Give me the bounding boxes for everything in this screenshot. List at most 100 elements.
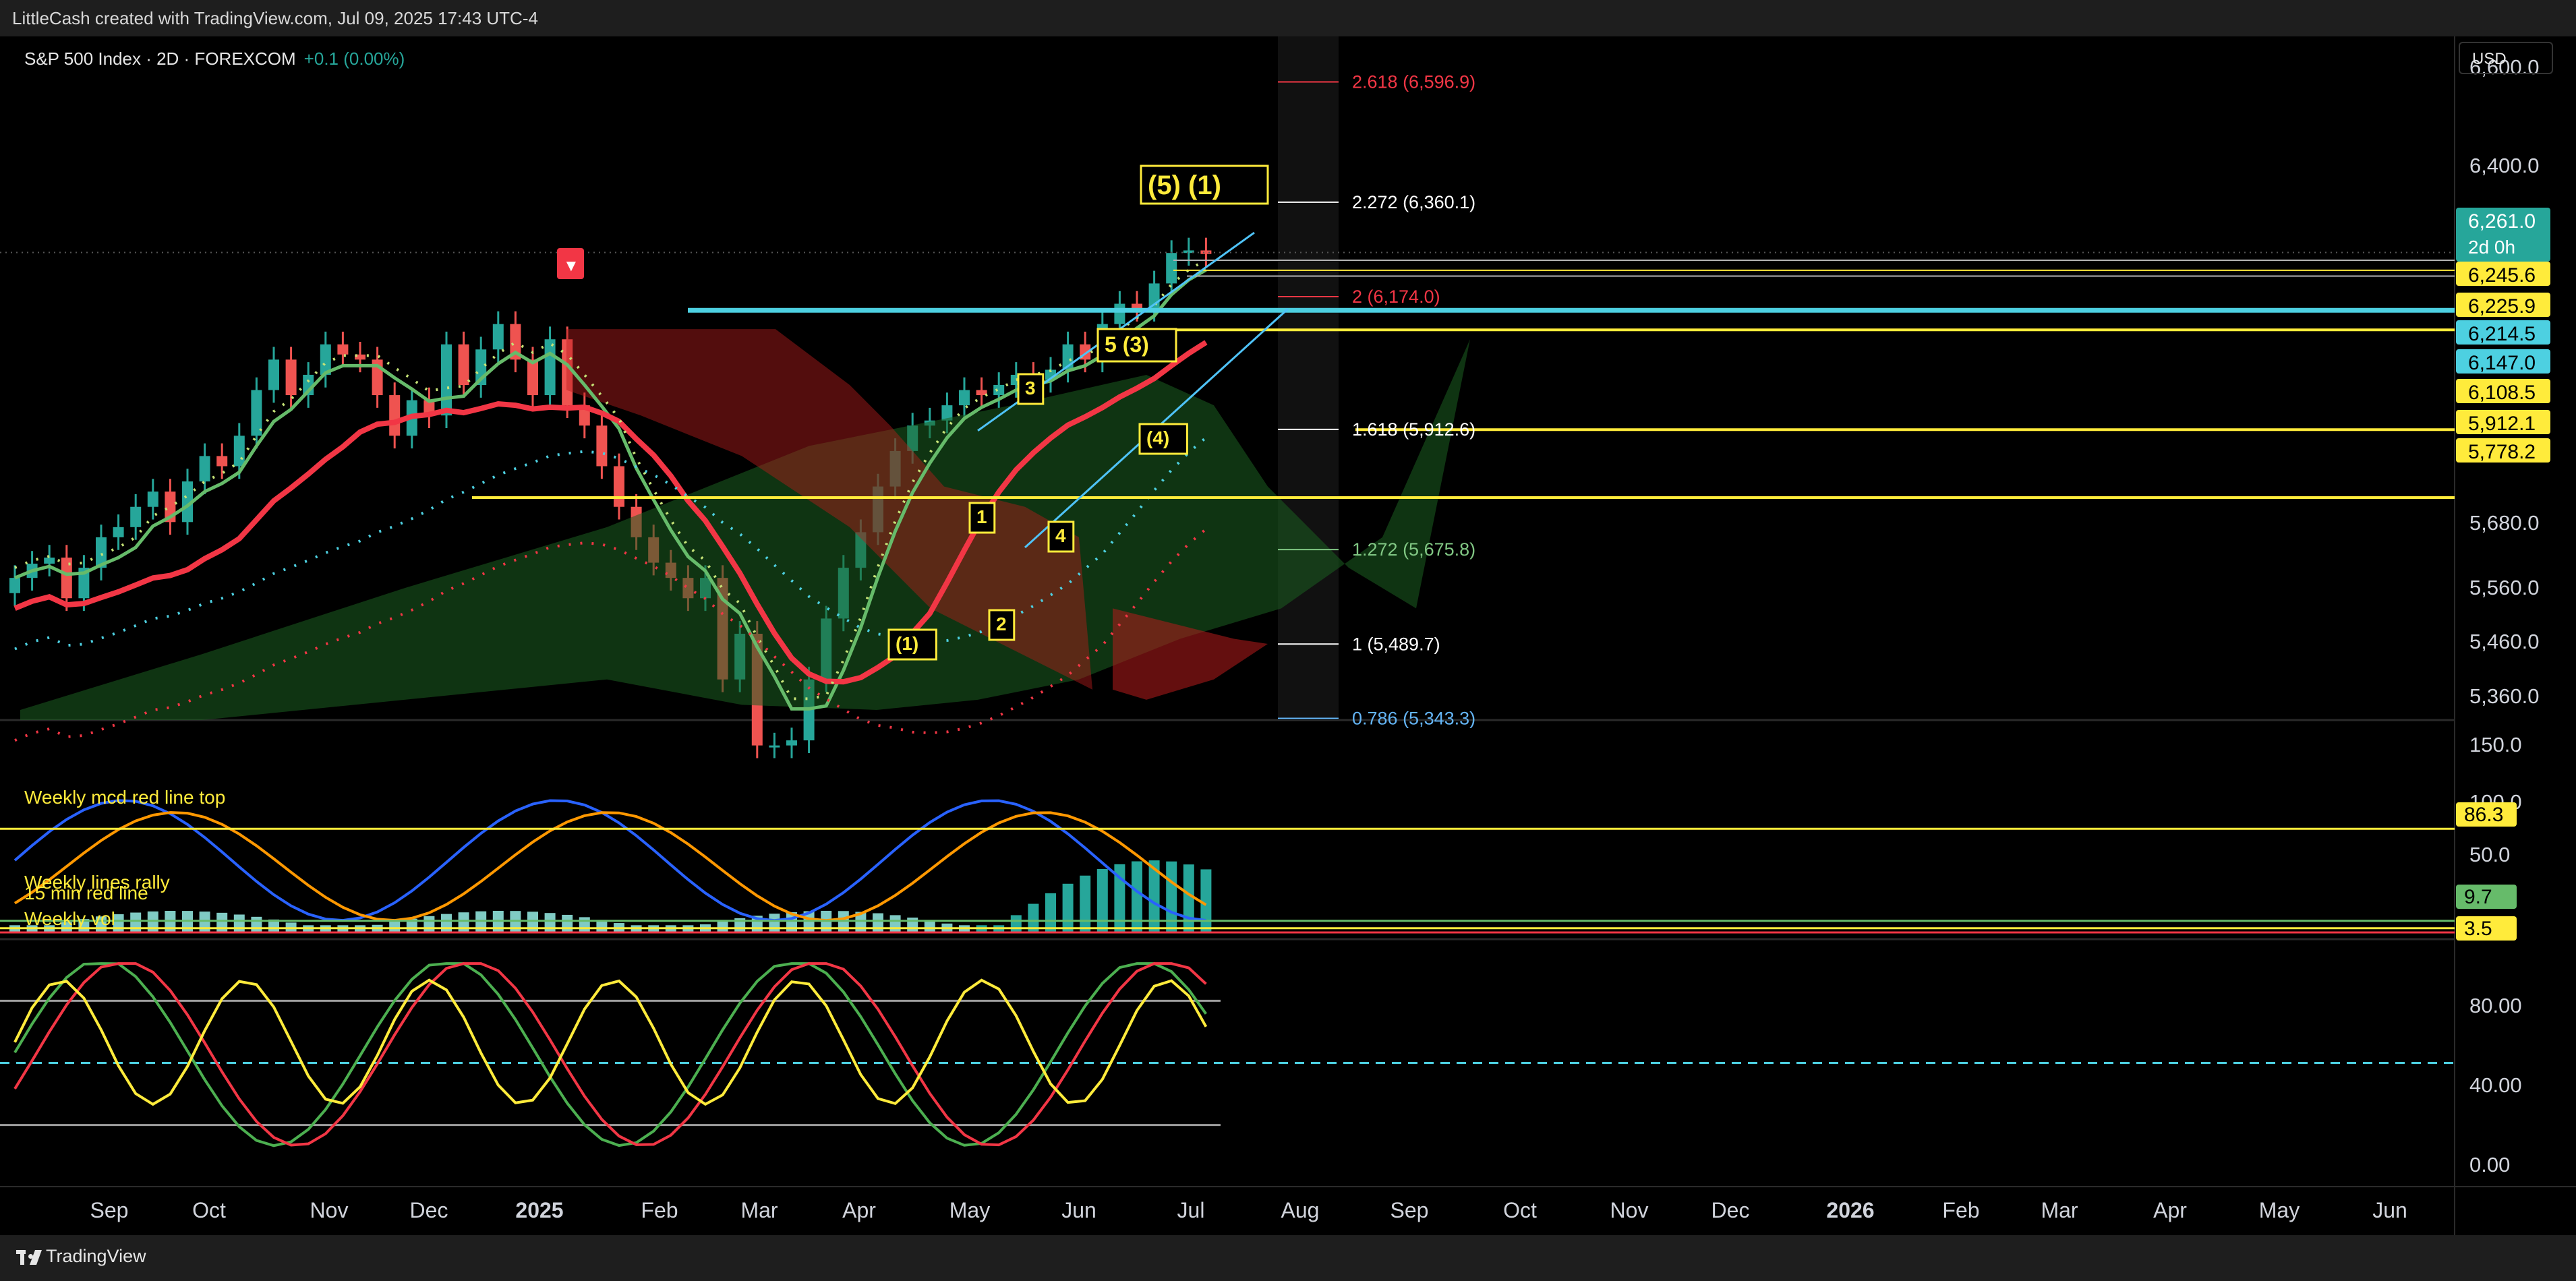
candle-body	[1132, 303, 1142, 309]
cloud-red	[1113, 608, 1268, 700]
macd-line	[13, 799, 1206, 922]
time-axis-label: Feb	[641, 1198, 678, 1222]
macd-bar	[527, 912, 538, 932]
price-tag	[2456, 410, 2550, 434]
candle-body	[596, 425, 608, 467]
wave-label: 2	[996, 614, 1007, 634]
sell-signal-marker	[557, 248, 584, 279]
time-axis-label: 2025	[515, 1198, 563, 1222]
candle-body	[96, 537, 107, 568]
candle-body	[941, 405, 953, 421]
macd-line-label: Weekly lines rally	[24, 872, 170, 893]
signal-line	[13, 811, 1207, 922]
macd-bar	[544, 913, 556, 932]
fib-levels: 2.618 (6,596.9) 2.272 (6,360.1) 2 (6,174.0…	[1278, 72, 1475, 729]
candle-body	[251, 390, 262, 436]
time-axis-label: Aug	[1281, 1198, 1320, 1222]
time-axis-label: May	[949, 1198, 990, 1222]
price-tick-label: 6,400.0	[2469, 154, 2539, 177]
macd-tag-label: 9.7	[2464, 886, 2492, 908]
macd-bar	[1200, 869, 1212, 932]
symbol-name: S&P 500 Index · 2D · FOREXCOM	[24, 49, 296, 69]
time-axis-label: Jul	[1177, 1198, 1205, 1222]
wave-label: 3	[1025, 378, 1036, 398]
time-axis-label: Sep	[90, 1198, 129, 1222]
candle-body	[614, 466, 624, 507]
price-tag	[2456, 379, 2550, 403]
candle-body	[78, 568, 90, 599]
price-tag-label: 6,214.5	[2468, 323, 2536, 345]
candle-body	[993, 385, 1005, 396]
macd-bar	[423, 916, 435, 932]
candle-body	[1200, 250, 1212, 254]
macd-line-label: 15 min red line	[24, 883, 148, 903]
candle-body	[441, 344, 452, 416]
time-axis-label: Apr	[842, 1198, 876, 1222]
bottom-bar	[0, 1235, 2576, 1281]
macd-bar	[717, 921, 728, 932]
candle-body	[113, 527, 124, 537]
time-axis-label: Oct	[192, 1198, 226, 1222]
candle-body	[1166, 253, 1177, 284]
wave-label: 5 (3)	[1105, 332, 1149, 357]
fib-level-label: 2.272 (6,360.1)	[1352, 192, 1475, 212]
price-tag-label: 6,147.0	[2468, 352, 2536, 374]
time-axis-label: Dec	[410, 1198, 448, 1222]
fib-level-label: 0.786 (5,343.3)	[1352, 709, 1475, 729]
cloud-red	[566, 329, 1092, 690]
macd-bar	[389, 921, 401, 932]
macd-bar	[199, 912, 210, 932]
candle-body	[1114, 303, 1125, 324]
price-tag	[2456, 349, 2550, 374]
macd-bar	[1010, 915, 1022, 932]
currency-button[interactable]: USD	[2459, 42, 2553, 74]
macd-bar	[130, 912, 142, 932]
price-tag-label: 6,261.0	[2468, 210, 2536, 233]
candle-body	[510, 324, 521, 360]
price-tag	[2456, 293, 2550, 317]
fib-level-label: 1.272 (5,675.8)	[1352, 539, 1475, 560]
candle-body	[182, 481, 193, 523]
price-tag-countdown: 2d 0h	[2468, 237, 2515, 258]
stoch-tick-label: 80.00	[2469, 994, 2522, 1017]
price-tag	[2456, 320, 2550, 345]
candle-body	[786, 740, 797, 746]
macd-bar	[147, 911, 158, 932]
stoch-d-line	[13, 962, 1207, 1147]
brand-name: TradingView	[46, 1246, 146, 1266]
chart[interactable]: 2.618 (6,596.9) 2.272 (6,360.1) 2 (6,174.0…	[0, 0, 2576, 1235]
candle-body	[1183, 250, 1194, 254]
cloud-green	[20, 339, 1470, 720]
ma-red-line	[13, 340, 1208, 685]
candle-body	[527, 359, 538, 396]
macd-tag	[2456, 802, 2517, 827]
candle-body	[769, 745, 780, 748]
candle-body	[458, 344, 469, 385]
time-axis-label: Oct	[1503, 1198, 1537, 1222]
macd-bar	[475, 911, 487, 932]
candle-body	[389, 395, 401, 436]
macd-line-label: Weekly mcd red line top	[24, 787, 225, 808]
price-tick-label: 6,600.0	[2469, 55, 2539, 79]
time-axis-label: May	[2259, 1198, 2300, 1222]
macd-bar	[596, 920, 608, 932]
time-axis-label: Mar	[2041, 1198, 2078, 1222]
candle-body	[355, 354, 365, 360]
wave-label: (1)	[896, 633, 918, 654]
macd-bar	[873, 913, 883, 932]
fib-level-label: 1.618 (5,912.6)	[1352, 419, 1475, 440]
wave-label-box	[1140, 165, 1269, 205]
sell-signal-icon: ▼	[563, 257, 579, 275]
macd-bar	[1045, 893, 1056, 932]
stoch-k-line	[13, 962, 1208, 1148]
wave-label-box	[988, 609, 1016, 641]
symbol-legend: S&P 500 Index · 2D · FOREXCOM +0.1 (0.00%…	[24, 49, 405, 69]
top-bar: LittleCash created with TradingView.com,…	[0, 0, 2576, 36]
candle-body	[233, 436, 245, 467]
candle-body	[285, 359, 297, 396]
price-tag-label: 6,108.5	[2468, 382, 2536, 404]
macd-tag-label: 3.5	[2464, 918, 2492, 940]
macd-bar	[803, 911, 815, 932]
macd-bar	[251, 916, 262, 932]
time-axis-label: Mar	[740, 1198, 778, 1222]
